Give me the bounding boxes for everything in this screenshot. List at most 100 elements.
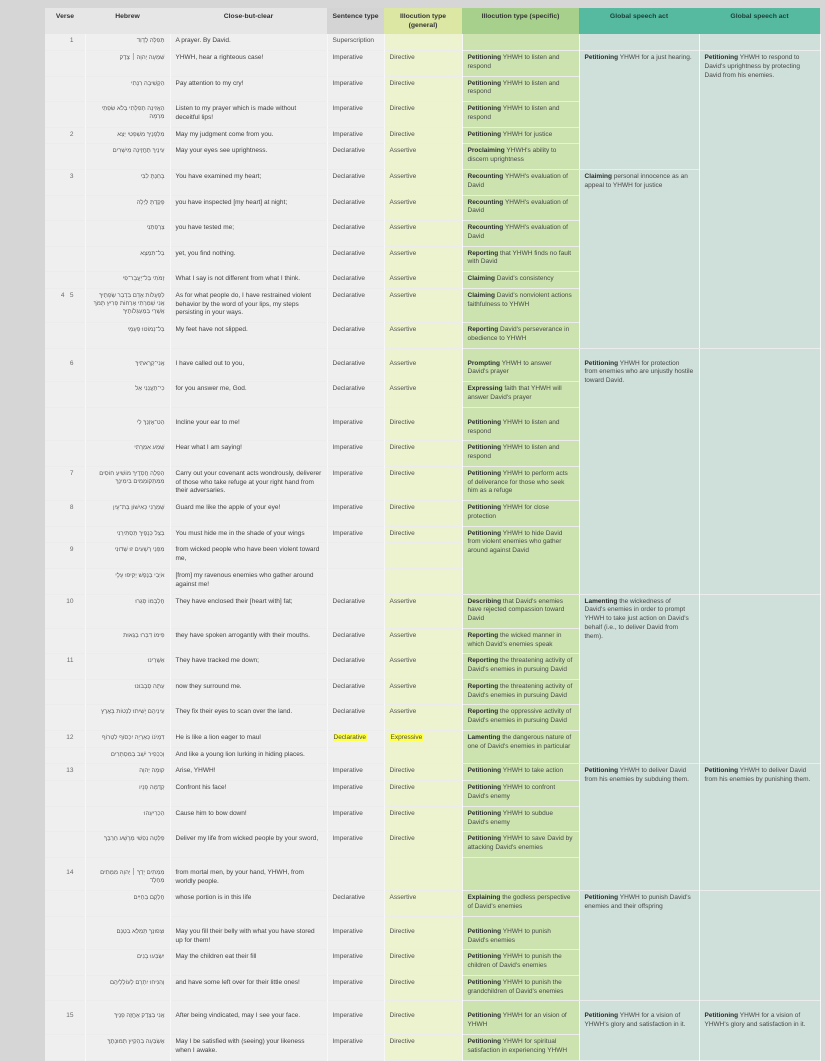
illocution-general-cell — [384, 568, 463, 595]
illocution-specific-cell: Petitioning YHWH for spiritual satisfact… — [462, 1034, 580, 1061]
speech-act-description: YHWH to hide David from violent enemies … — [467, 529, 563, 555]
illocution-general-cell: Assertive — [384, 288, 463, 324]
translation-cell: They have enclosed their [heart with] fa… — [170, 594, 328, 629]
hebrew-cell: בַל־תִּמְצָא — [85, 246, 171, 273]
translation-cell: You have examined my heart; — [170, 169, 328, 196]
speech-act-description: YHWH's evaluation of David — [467, 198, 568, 215]
verse-cell: 7 — [45, 466, 86, 502]
speech-act-description: YHWH to listen and respond — [467, 418, 560, 435]
verse-cell — [45, 679, 86, 706]
sentence-type-cell: Declarative — [327, 143, 385, 170]
translation-cell: What I say is not different from what I … — [170, 271, 328, 289]
hebrew-cell: מִלְּפָנֶיךָ מִשְׁפָּטִי יֵצֵא — [85, 127, 171, 145]
hebrew-cell: יִשְׂבְּעוּ בָנִים — [85, 949, 171, 976]
hebrew-cell — [85, 1000, 171, 1010]
speech-act-verb: Petitioning — [467, 130, 502, 138]
table-row: 1 תְּפִלָּה לְדָוִד A prayer. By David. Sup… — [45, 34, 821, 52]
illocution-general-cell: Assertive — [384, 594, 463, 629]
global-speech-act-cell — [699, 34, 821, 52]
illocution-specific-cell: Claiming David's nonviolent actions fait… — [462, 288, 580, 324]
speech-act-verb: Recounting — [467, 198, 504, 206]
speech-act-verb: Proclaiming — [467, 147, 505, 155]
hebrew-cell: הַכְרִיעֵהוּ — [85, 806, 171, 833]
illocution-specific-cell — [462, 857, 580, 866]
sentence-type-cell: Imperative — [327, 101, 385, 128]
illocution-general-cell: Directive — [384, 780, 463, 807]
verse-cell: 15 — [45, 1009, 86, 1036]
verse-cell — [45, 246, 86, 273]
speech-act-verb: Lamenting — [467, 733, 501, 741]
sentence-type-cell — [327, 916, 385, 925]
hebrew-cell: דִּמְיֹנוֹ כְּאַרְיֵה יִכְסוֹף לִטְרוֹף — [85, 730, 171, 748]
verse-cell — [45, 381, 86, 408]
hebrew-cell: זַמֹּתִי בַּל־יַעֲבָר־פִּי — [85, 271, 171, 289]
global-speech-act-cell: Petitioning YHWH to respond to David's u… — [699, 50, 821, 349]
speech-act-description: YHWH for close protection — [467, 504, 550, 520]
table-row: הַט־אָזְנְךָ לִי Incline your ear to me! I… — [45, 415, 820, 442]
illocution-specific-cell — [462, 407, 580, 416]
sentence-type-cell: Declarative — [327, 704, 385, 731]
verse-cell — [45, 704, 86, 731]
column-header-global-speech-act-1: Global speech act — [579, 8, 699, 35]
illocution-specific-cell: Petitioning YHWH to subdue David's enemy — [462, 806, 580, 833]
sentence-type-cell: Imperative — [327, 76, 385, 103]
table-row: הַאֲזִינָה תְפִלָּתִי בְּלֹא שִׂפְתֵי מִ… — [45, 101, 820, 128]
verse-cell: 9 — [45, 542, 86, 569]
speech-act-verb: Petitioning — [467, 444, 502, 452]
illocution-general-cell: Assertive — [384, 169, 463, 196]
verse-cell — [45, 857, 86, 866]
translation-cell: Arise, YHWH! — [170, 763, 328, 782]
illocution-general-cell: Assertive — [384, 195, 463, 222]
verse-cell — [45, 407, 86, 416]
sentence-type-cell — [327, 568, 385, 595]
speech-act-description: the wicked manner in which David's enemi… — [467, 631, 562, 648]
speech-act-description: YHWH's evaluation of David — [467, 224, 568, 240]
translation-cell: After being vindicated, may I see your f… — [170, 1009, 328, 1036]
speech-act-verb: Claiming — [467, 275, 495, 283]
translation-cell: Carry out your covenant acts wondrously,… — [170, 466, 328, 502]
speech-act-description: that David's enemies have rejected compa… — [467, 597, 565, 623]
illocution-specific-cell: Lamenting the dangerous nature of one of… — [462, 730, 580, 765]
translation-cell: you have inspected [my heart] at night; — [170, 195, 328, 222]
verse-cell — [45, 348, 86, 357]
translation-cell: Listen to my prayer which is made withou… — [170, 101, 328, 128]
translation-cell: and have some left over for their little… — [170, 975, 328, 1002]
verse-cell — [45, 949, 86, 976]
illocution-general-cell — [384, 865, 463, 892]
hebrew-cell: תְּפִלָּה לְדָוִד — [85, 34, 171, 52]
illocution-general-cell: Directive — [384, 1009, 463, 1036]
table-row: פָּקַדְתָּ לַּיְלָה you have inspected [m… — [45, 195, 820, 222]
sentence-type-cell: Declarative — [327, 220, 385, 247]
sentence-type-cell: Imperative — [327, 127, 385, 145]
sentence-type-cell: Imperative — [327, 806, 385, 833]
verse-cell: 12 — [45, 730, 86, 748]
sentence-type-cell: Imperative — [327, 466, 385, 502]
speech-act-description: YHWH for a just hearing. — [619, 54, 692, 62]
speech-act-description: that YHWH finds no fault with David — [467, 249, 572, 266]
illocution-general-cell: Assertive — [384, 322, 463, 349]
illocution-specific-cell: Reporting the oppressive activity of Dav… — [462, 704, 580, 731]
verse-cell — [45, 322, 86, 349]
hebrew-cell: בַּל־נָמוֹטּוּ פְעָמָי — [85, 322, 171, 349]
sentence-type-cell: Imperative — [327, 1034, 385, 1061]
table-row: הַקְשִׁיבָה רִנָּתִי Pay attention to my … — [45, 76, 820, 103]
verse-cell — [45, 806, 86, 833]
translation-cell: Confront his face! — [170, 780, 328, 807]
illocution-specific-cell: Reporting the threatening activity of Da… — [462, 653, 580, 680]
translation-cell — [170, 857, 328, 866]
sentence-type-cell: Declarative — [327, 381, 385, 408]
speech-act-verb: Claiming — [467, 291, 495, 299]
speech-act-verb: Expressing — [467, 385, 503, 393]
illocution-general-cell: Directive — [384, 101, 463, 128]
hebrew-cell: מִפְּנֵי רְשָׁעִים זוּ שַׁדּוּנִי — [85, 542, 171, 569]
illocution-specific-cell: Petitioning YHWH to listen and respond — [462, 440, 580, 467]
illocution-specific-cell: Petitioning YHWH to punish David's enemi… — [462, 924, 580, 951]
speech-act-verb: Petitioning — [467, 927, 502, 935]
illocution-general-cell — [384, 857, 463, 866]
translation-cell — [170, 916, 328, 925]
speech-act-verb: Petitioning — [584, 894, 619, 902]
illocution-general-cell: Assertive — [384, 220, 463, 247]
speech-act-verb: Petitioning — [467, 504, 502, 512]
psalm-speech-act-table: Verse Hebrew Close-but-clear Sentence ty… — [45, 8, 821, 1061]
illocution-general-cell — [384, 34, 463, 52]
